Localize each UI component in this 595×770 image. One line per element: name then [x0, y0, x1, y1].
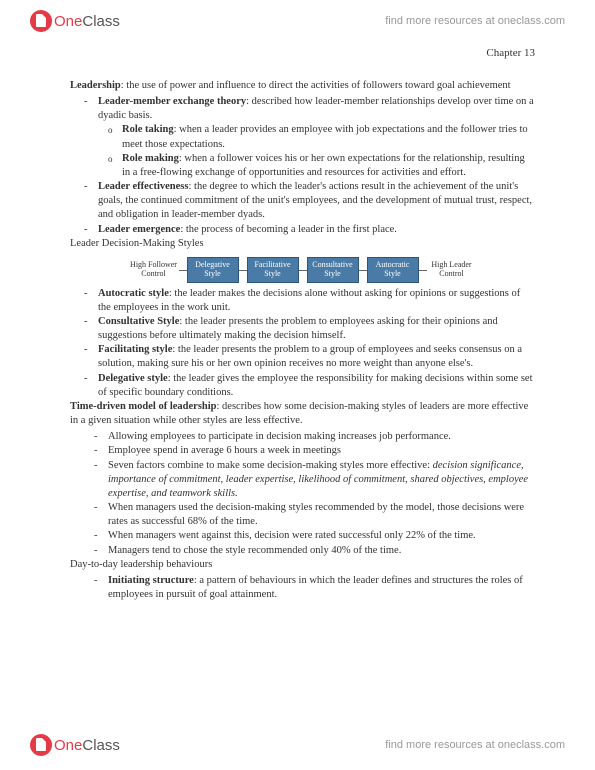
page-footer: OneClass find more resources at oneclass… [0, 726, 595, 770]
facilitating-style: Facilitating style: the leader presents … [70, 343, 535, 371]
success-68-bullet: When managers used the decision-making s… [70, 501, 535, 529]
styles-diagram: High Follower Control Delegative Style F… [70, 257, 535, 283]
footer-link[interactable]: find more resources at oneclass.com [385, 739, 565, 751]
diagram-box-consultative: Consultative Style [307, 257, 359, 283]
document-icon [30, 10, 52, 32]
logo-text: OneClass [54, 13, 120, 30]
lmx-theory: Leader-member exchange theory: described… [70, 95, 535, 123]
autocratic-style: Autocratic style: the leader makes the d… [70, 287, 535, 315]
role-making: Role making: when a follower voices his … [70, 152, 535, 180]
diagram-box-delegative: Delegative Style [187, 257, 239, 283]
seven-factors-bullet: Seven factors combine to make some decis… [70, 459, 535, 502]
footer-logo: OneClass [30, 734, 120, 756]
diagram-scale: Delegative Style Facilitative Style Cons… [183, 257, 423, 283]
diagram-box-autocratic: Autocratic Style [367, 257, 419, 283]
footer-logo-text: OneClass [54, 737, 120, 754]
chose-40-bullet: Managers tend to chose the style recomme… [70, 544, 535, 558]
delegative-style: Delegative style: the leader gives the e… [70, 372, 535, 400]
chapter-label: Chapter 13 [70, 46, 535, 61]
leadership-definition: Leadership: the use of power and influen… [70, 79, 535, 93]
logo: OneClass [30, 10, 120, 32]
document-icon [30, 734, 52, 756]
header-link[interactable]: find more resources at oneclass.com [385, 15, 565, 27]
day-to-day-heading: Day-to-day leadership behaviours [70, 558, 535, 572]
success-22-bullet: When managers went against this, decisio… [70, 529, 535, 543]
leader-effectiveness: Leader effectiveness: the degree to whic… [70, 180, 535, 223]
diagram-right-label: High Leader Control [423, 261, 481, 279]
diagram-left-label: High Follower Control [125, 261, 183, 279]
role-taking: Role taking: when a leader provides an e… [70, 123, 535, 151]
participation-bullet: Allowing employees to participate in dec… [70, 430, 535, 444]
leader-emergence: Leader emergence: the process of becomin… [70, 223, 535, 237]
consultative-style: Consultative Style: the leader presents … [70, 315, 535, 343]
decision-styles-heading: Leader Decision-Making Styles [70, 237, 535, 251]
time-driven-model: Time-driven model of leadership: describ… [70, 400, 535, 428]
page-header: OneClass find more resources at oneclass… [0, 0, 595, 42]
meetings-bullet: Employee spend in average 6 hours a week… [70, 444, 535, 458]
document-content: Chapter 13 Leadership: the use of power … [0, 46, 595, 602]
initiating-structure: Initiating structure: a pattern of behav… [70, 574, 535, 602]
diagram-box-facilitative: Facilitative Style [247, 257, 299, 283]
